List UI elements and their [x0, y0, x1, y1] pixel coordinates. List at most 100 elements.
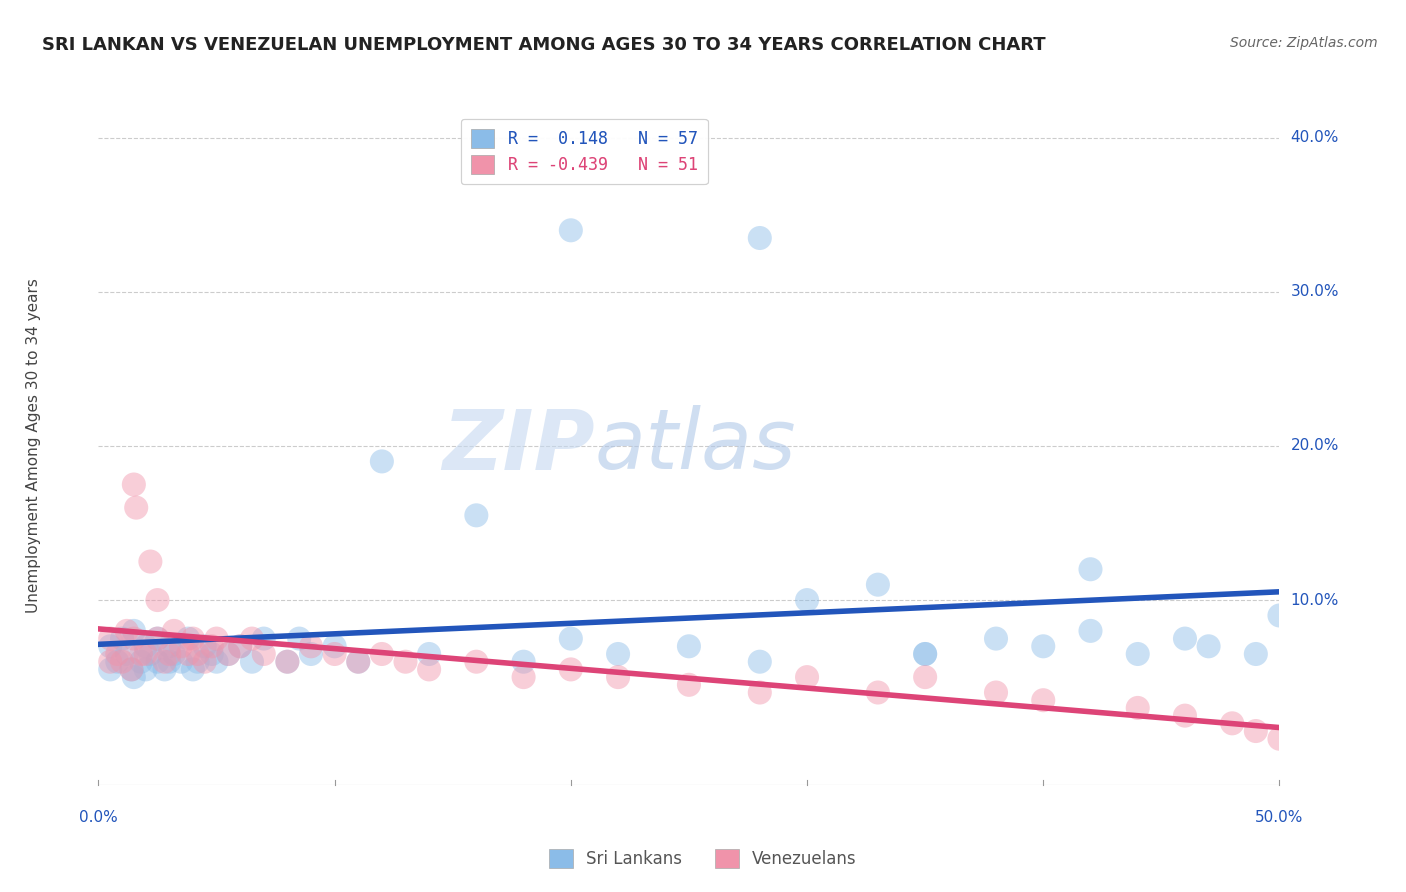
Point — [111, 632, 134, 646]
Point — [121, 662, 143, 676]
Point — [98, 662, 121, 676]
Point — [748, 685, 770, 699]
Point — [217, 647, 239, 661]
Point — [111, 655, 134, 669]
Point — [139, 555, 162, 569]
Point — [135, 662, 157, 676]
Point — [512, 655, 534, 669]
Point — [217, 647, 239, 661]
Point — [288, 632, 311, 646]
Point — [418, 647, 440, 661]
Point — [98, 655, 121, 669]
Point — [1126, 701, 1149, 715]
Point — [984, 632, 1007, 646]
Point — [205, 655, 228, 669]
Point — [177, 632, 200, 646]
Point — [914, 647, 936, 661]
Point — [748, 655, 770, 669]
Text: 50.0%: 50.0% — [1256, 810, 1303, 825]
Point — [125, 500, 148, 515]
Point — [181, 662, 204, 676]
Point — [866, 685, 889, 699]
Point — [1080, 624, 1102, 638]
Text: 10.0%: 10.0% — [1291, 592, 1339, 607]
Point — [153, 662, 176, 676]
Point — [560, 223, 582, 237]
Point — [129, 647, 152, 661]
Point — [299, 640, 322, 654]
Point — [129, 655, 152, 669]
Text: ZIP: ZIP — [441, 406, 595, 486]
Point — [146, 593, 169, 607]
Point — [276, 655, 298, 669]
Point — [194, 655, 217, 669]
Point — [170, 655, 193, 669]
Point — [1244, 647, 1267, 661]
Point — [139, 647, 162, 661]
Point — [914, 670, 936, 684]
Point — [153, 655, 176, 669]
Point — [914, 647, 936, 661]
Text: 20.0%: 20.0% — [1291, 439, 1339, 453]
Point — [866, 577, 889, 591]
Point — [187, 647, 209, 661]
Point — [748, 231, 770, 245]
Text: Source: ZipAtlas.com: Source: ZipAtlas.com — [1230, 36, 1378, 50]
Point — [394, 655, 416, 669]
Point — [157, 640, 180, 654]
Point — [229, 640, 252, 654]
Point — [163, 624, 186, 638]
Point — [1198, 640, 1220, 654]
Text: SRI LANKAN VS VENEZUELAN UNEMPLOYMENT AMONG AGES 30 TO 34 YEARS CORRELATION CHAR: SRI LANKAN VS VENEZUELAN UNEMPLOYMENT AM… — [42, 36, 1046, 54]
Point — [1032, 693, 1054, 707]
Point — [201, 640, 224, 654]
Legend: Sri Lankans, Venezuelans: Sri Lankans, Venezuelans — [543, 842, 863, 875]
Point — [163, 647, 186, 661]
Point — [253, 632, 276, 646]
Text: atlas: atlas — [595, 406, 796, 486]
Point — [371, 454, 394, 468]
Point — [121, 662, 143, 676]
Point — [122, 632, 145, 646]
Point — [205, 632, 228, 646]
Point — [796, 670, 818, 684]
Point — [607, 647, 630, 661]
Point — [984, 685, 1007, 699]
Point — [253, 647, 276, 661]
Point — [1174, 708, 1197, 723]
Point — [299, 647, 322, 661]
Point — [1174, 632, 1197, 646]
Point — [418, 662, 440, 676]
Point — [122, 477, 145, 491]
Point — [1268, 608, 1291, 623]
Point — [201, 647, 224, 661]
Point — [98, 640, 121, 654]
Point — [115, 647, 138, 661]
Point — [146, 632, 169, 646]
Point — [1268, 731, 1291, 746]
Point — [170, 640, 193, 654]
Point — [177, 647, 200, 661]
Legend: R =  0.148   N = 57, R = -0.439   N = 51: R = 0.148 N = 57, R = -0.439 N = 51 — [461, 119, 707, 184]
Point — [115, 624, 138, 638]
Point — [122, 624, 145, 638]
Point — [229, 640, 252, 654]
Point — [181, 632, 204, 646]
Point — [146, 632, 169, 646]
Point — [678, 640, 700, 654]
Point — [157, 647, 180, 661]
Point — [194, 640, 217, 654]
Text: 30.0%: 30.0% — [1291, 285, 1339, 300]
Point — [678, 678, 700, 692]
Point — [240, 655, 263, 669]
Point — [1244, 724, 1267, 739]
Point — [560, 632, 582, 646]
Point — [135, 647, 157, 661]
Point — [1126, 647, 1149, 661]
Point — [1032, 640, 1054, 654]
Point — [122, 670, 145, 684]
Point — [465, 508, 488, 523]
Point — [105, 647, 128, 661]
Text: 0.0%: 0.0% — [79, 810, 118, 825]
Point — [347, 655, 370, 669]
